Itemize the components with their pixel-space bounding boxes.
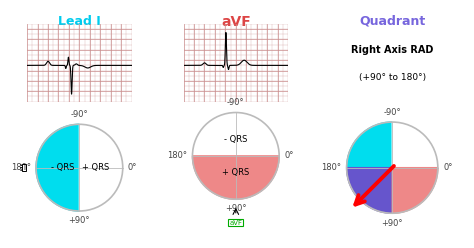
- Text: (+90° to 180°): (+90° to 180°): [359, 73, 426, 82]
- Text: aVF: aVF: [221, 15, 251, 29]
- Text: Right Axis RAD: Right Axis RAD: [351, 45, 433, 55]
- Text: Lead I: Lead I: [58, 15, 101, 28]
- Text: Quadrant: Quadrant: [359, 15, 425, 28]
